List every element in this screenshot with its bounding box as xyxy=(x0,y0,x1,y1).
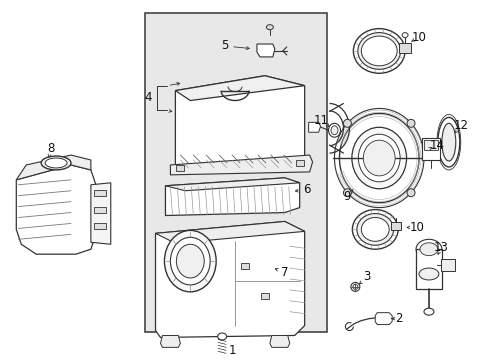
Text: 4: 4 xyxy=(144,91,152,104)
Ellipse shape xyxy=(352,210,397,249)
Ellipse shape xyxy=(41,156,71,170)
Polygon shape xyxy=(175,76,304,100)
Bar xyxy=(421,138,439,160)
Polygon shape xyxy=(165,178,299,191)
Ellipse shape xyxy=(415,239,441,259)
Polygon shape xyxy=(165,178,299,216)
Text: 2: 2 xyxy=(395,312,402,325)
Bar xyxy=(94,207,105,212)
Ellipse shape xyxy=(352,284,357,289)
Bar xyxy=(295,160,303,166)
Ellipse shape xyxy=(328,123,340,137)
Text: 7: 7 xyxy=(281,266,288,279)
Text: 8: 8 xyxy=(47,141,55,154)
Ellipse shape xyxy=(406,120,414,127)
Ellipse shape xyxy=(170,237,210,285)
Text: 11: 11 xyxy=(313,114,328,127)
Text: 14: 14 xyxy=(428,139,444,152)
Polygon shape xyxy=(175,76,304,168)
Ellipse shape xyxy=(176,244,204,278)
Ellipse shape xyxy=(361,217,388,241)
Ellipse shape xyxy=(356,213,393,245)
Text: 3: 3 xyxy=(363,270,370,283)
Ellipse shape xyxy=(330,126,337,135)
Polygon shape xyxy=(155,221,304,337)
Bar xyxy=(415,249,441,289)
Polygon shape xyxy=(170,155,312,175)
Ellipse shape xyxy=(361,36,396,66)
Bar xyxy=(176,165,184,171)
Polygon shape xyxy=(16,165,96,254)
Polygon shape xyxy=(91,183,111,244)
Bar xyxy=(94,224,105,229)
Ellipse shape xyxy=(164,230,216,292)
Ellipse shape xyxy=(441,123,455,161)
Ellipse shape xyxy=(350,283,359,291)
Bar xyxy=(423,140,437,150)
Polygon shape xyxy=(155,221,304,243)
Polygon shape xyxy=(308,122,320,132)
Ellipse shape xyxy=(419,243,437,256)
Ellipse shape xyxy=(406,189,414,197)
Ellipse shape xyxy=(418,268,438,280)
Bar xyxy=(144,13,326,333)
Ellipse shape xyxy=(357,33,400,69)
Polygon shape xyxy=(256,44,274,57)
Ellipse shape xyxy=(45,158,67,168)
Ellipse shape xyxy=(423,308,433,315)
Ellipse shape xyxy=(343,120,351,127)
Ellipse shape xyxy=(358,134,399,182)
Polygon shape xyxy=(160,336,180,347)
Ellipse shape xyxy=(363,140,394,176)
Ellipse shape xyxy=(401,33,407,37)
Ellipse shape xyxy=(266,25,273,30)
Polygon shape xyxy=(16,155,91,180)
Bar xyxy=(94,190,105,196)
Ellipse shape xyxy=(217,333,226,340)
Bar xyxy=(261,293,268,299)
Ellipse shape xyxy=(351,127,406,189)
Text: 9: 9 xyxy=(343,190,350,203)
Text: 5: 5 xyxy=(221,40,228,53)
Ellipse shape xyxy=(437,117,459,167)
Text: 12: 12 xyxy=(452,119,468,132)
Text: 1: 1 xyxy=(228,344,235,357)
Bar xyxy=(440,259,454,271)
Bar xyxy=(398,43,410,53)
Bar xyxy=(390,222,400,230)
Text: 6: 6 xyxy=(302,183,310,196)
Polygon shape xyxy=(269,336,289,347)
Text: 10: 10 xyxy=(409,221,424,234)
Ellipse shape xyxy=(343,189,351,197)
Ellipse shape xyxy=(339,113,418,203)
Polygon shape xyxy=(374,313,391,325)
Text: 10: 10 xyxy=(411,31,426,44)
Bar xyxy=(241,263,248,269)
Text: 13: 13 xyxy=(432,241,447,254)
Ellipse shape xyxy=(353,29,404,73)
